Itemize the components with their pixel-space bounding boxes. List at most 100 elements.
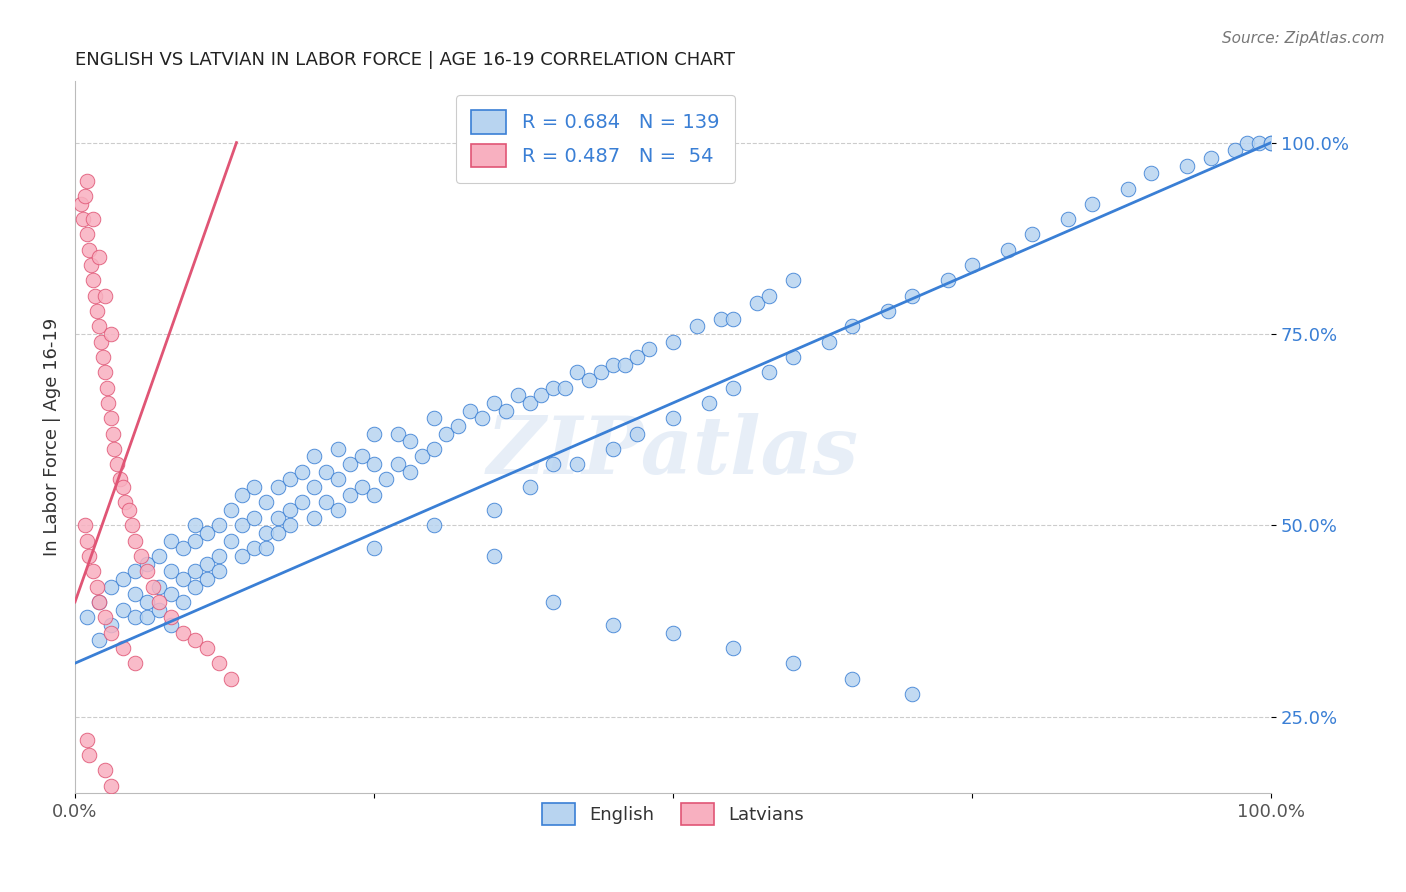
Point: [231, 518, 253, 533]
Point: [758, 289, 780, 303]
Point: [148, 549, 170, 563]
Point: [219, 533, 242, 548]
Point: [328, 442, 350, 456]
Point: [207, 518, 229, 533]
Point: [100, 779, 122, 793]
Point: [111, 480, 134, 494]
Point: [543, 595, 565, 609]
Point: [841, 319, 863, 334]
Point: [97, 396, 120, 410]
Point: [458, 403, 481, 417]
Point: [1021, 227, 1043, 242]
Point: [877, 304, 900, 318]
Point: [302, 480, 325, 494]
Point: [662, 411, 685, 425]
Point: [721, 640, 744, 655]
Point: [710, 311, 733, 326]
Point: [110, 473, 132, 487]
Point: [183, 633, 205, 648]
Point: [100, 411, 122, 425]
Point: [506, 388, 529, 402]
Point: [86, 304, 108, 318]
Point: [183, 518, 205, 533]
Point: [960, 258, 983, 272]
Point: [434, 426, 457, 441]
Point: [118, 503, 141, 517]
Point: [124, 565, 146, 579]
Point: [328, 503, 350, 517]
Point: [841, 672, 863, 686]
Point: [482, 396, 505, 410]
Point: [135, 595, 157, 609]
Point: [114, 495, 136, 509]
Point: [207, 565, 229, 579]
Point: [1116, 181, 1139, 195]
Point: [82, 273, 104, 287]
Point: [100, 326, 122, 341]
Point: [626, 350, 648, 364]
Point: [567, 365, 589, 379]
Point: [82, 565, 104, 579]
Point: [111, 572, 134, 586]
Point: [82, 212, 104, 227]
Point: [207, 549, 229, 563]
Point: [721, 311, 744, 326]
Point: [94, 764, 117, 778]
Text: ENGLISH VS LATVIAN IN LABOR FORCE | AGE 16-19 CORRELATION CHART: ENGLISH VS LATVIAN IN LABOR FORCE | AGE …: [75, 51, 735, 69]
Point: [159, 565, 181, 579]
Point: [1080, 197, 1102, 211]
Point: [73, 189, 96, 203]
Point: [363, 488, 385, 502]
Point: [142, 580, 165, 594]
Point: [352, 450, 374, 464]
Point: [254, 526, 277, 541]
Point: [399, 434, 422, 449]
Point: [1225, 143, 1247, 157]
Point: [124, 656, 146, 670]
Point: [387, 426, 409, 441]
Point: [219, 672, 242, 686]
Point: [901, 289, 924, 303]
Point: [94, 610, 117, 624]
Point: [328, 473, 350, 487]
Point: [76, 610, 98, 624]
Point: [602, 358, 624, 372]
Point: [1236, 136, 1258, 150]
Point: [339, 488, 361, 502]
Point: [638, 343, 661, 357]
Point: [697, 396, 720, 410]
Point: [100, 625, 122, 640]
Point: [86, 580, 108, 594]
Point: [100, 580, 122, 594]
Point: [219, 503, 242, 517]
Point: [148, 595, 170, 609]
Point: [172, 572, 194, 586]
Point: [591, 365, 613, 379]
Point: [662, 334, 685, 349]
Point: [423, 518, 446, 533]
Point: [352, 480, 374, 494]
Point: [315, 495, 337, 509]
Point: [363, 541, 385, 556]
Point: [997, 243, 1019, 257]
Point: [602, 618, 624, 632]
Point: [901, 687, 924, 701]
Point: [124, 610, 146, 624]
Point: [105, 457, 128, 471]
Point: [423, 411, 446, 425]
Point: [243, 480, 266, 494]
Point: [387, 457, 409, 471]
Point: [567, 457, 589, 471]
Point: [121, 518, 143, 533]
Point: [254, 541, 277, 556]
Point: [103, 442, 125, 456]
Point: [363, 426, 385, 441]
Point: [519, 480, 541, 494]
Point: [76, 174, 98, 188]
Point: [278, 518, 301, 533]
Point: [87, 595, 110, 609]
Point: [231, 549, 253, 563]
Point: [135, 565, 157, 579]
Point: [231, 488, 253, 502]
Point: [291, 495, 314, 509]
